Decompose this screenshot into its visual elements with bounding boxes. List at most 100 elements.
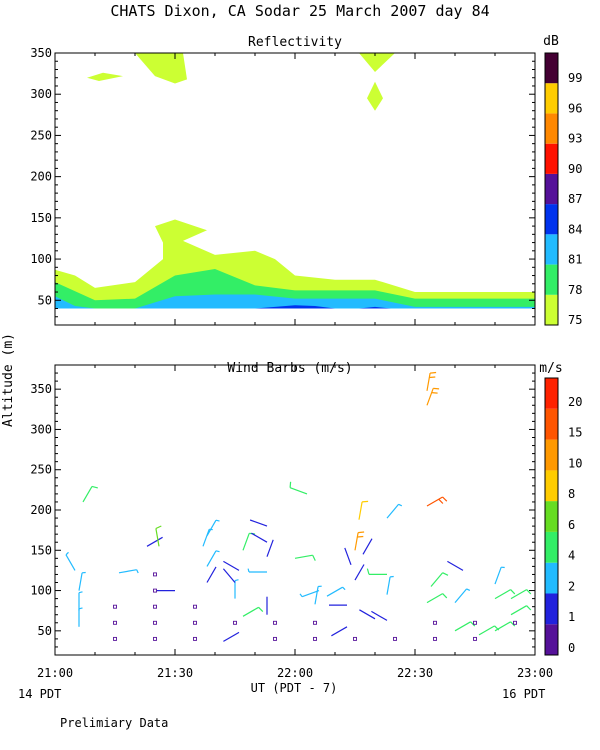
- calm-marker-18: [433, 636, 437, 641]
- x-note-right: 16 PDT: [502, 687, 545, 701]
- wind-barb-4: [82, 485, 98, 503]
- calm-marker-5: [153, 604, 157, 609]
- wind-y-tick-label: 300: [30, 422, 52, 436]
- wind-barb-33: [354, 531, 365, 551]
- wind-barb-28: [326, 586, 346, 597]
- x-note-left: 14 PDT: [18, 687, 61, 701]
- reflectivity-contour-5: [87, 72, 123, 81]
- wind-barb-17: [223, 560, 240, 571]
- refl-y-tick-label: 200: [30, 170, 52, 184]
- wind-colorbar-label: 2: [568, 579, 575, 593]
- wind-barb-13: [223, 631, 240, 642]
- wind-colorbar-swatch-8: [545, 378, 558, 409]
- refl-y-tick-label: 300: [30, 87, 52, 101]
- calm-marker-16: [353, 636, 357, 641]
- refl-colorbar-swatch-5: [545, 143, 558, 174]
- wind-barb-50: [494, 566, 505, 585]
- wind-barb-53: [510, 589, 532, 600]
- refl-colorbar-label: 99: [568, 71, 582, 85]
- wind-colorbar-unit: m/s: [539, 361, 562, 376]
- reflectivity-contour-6: [135, 53, 187, 84]
- calm-marker-8: [193, 636, 197, 641]
- wind-colorbar-label: 15: [568, 426, 582, 440]
- refl-colorbar-frame: [544, 52, 559, 326]
- wind-barb-5: [118, 569, 139, 574]
- calm-marker-2: [113, 604, 117, 609]
- wind-y-tick-label: 350: [30, 382, 52, 396]
- wind-barb-10: [206, 550, 220, 567]
- calm-marker-12: [273, 636, 277, 641]
- wind-barb-11: [202, 528, 213, 547]
- reflectivity-contour-2: [55, 294, 535, 309]
- refl-colorbar-swatch-3: [545, 204, 558, 235]
- refl-colorbar-label: 93: [568, 132, 582, 146]
- wind-barb-20: [247, 568, 267, 573]
- wind-barb-36: [359, 609, 376, 620]
- x-tick-label: 23:00: [517, 666, 553, 680]
- calm-marker-3: [153, 636, 157, 641]
- wind-colorbar-label: 20: [568, 395, 582, 409]
- wind-colorbar-label: 0: [568, 641, 575, 655]
- wind-barb-39: [366, 568, 387, 576]
- wind-barb-27: [299, 590, 320, 598]
- wind-barb-37: [371, 610, 388, 621]
- refl-chart-title: Reflectivity: [248, 35, 342, 50]
- wind-y-tick-label: 50: [38, 624, 52, 638]
- wind-barb-25: [289, 481, 308, 495]
- wind-barb-24: [294, 554, 316, 561]
- refl-colorbar-label: 81: [568, 253, 582, 267]
- refl-colorbar-swatch-7: [545, 83, 558, 114]
- wind-barb-1: [78, 591, 83, 611]
- wind-colorbar-swatch-2: [545, 562, 558, 594]
- wind-y-tick-label: 200: [30, 503, 52, 517]
- wind-colorbar-swatch-6: [545, 439, 558, 471]
- calm-marker-9: [193, 620, 197, 625]
- wind-barb-26: [314, 585, 322, 605]
- wind-colorbar-label: 10: [568, 456, 582, 470]
- wind-barb-48: [454, 621, 476, 632]
- footer-note: Prelimiary Data: [60, 716, 168, 730]
- wind-barb-7: [155, 525, 162, 547]
- calm-marker-6: [153, 588, 157, 593]
- refl-colorbar-swatch-8: [545, 53, 558, 84]
- wind-barb-29: [331, 626, 348, 637]
- wind-barb-54: [478, 625, 500, 636]
- refl-colorbar-swatch-2: [545, 234, 558, 265]
- wind-plot-frame: [54, 364, 536, 656]
- wind-y-tick-label: 150: [30, 543, 52, 557]
- wind-colorbar-frame: [544, 377, 559, 656]
- calm-marker-21: [473, 620, 477, 625]
- refl-colorbar-label: 78: [568, 283, 582, 297]
- wind-barb-35: [362, 538, 373, 555]
- calm-marker-22: [513, 620, 517, 625]
- wind-barb-40: [386, 503, 403, 519]
- wind-colorbar-label: 1: [568, 610, 575, 624]
- wind-barb-32: [344, 547, 352, 566]
- wind-barb-43: [426, 496, 448, 507]
- refl-colorbar-swatch-0: [545, 294, 558, 325]
- wind-barb-plot: [65, 371, 532, 642]
- reflectivity-contour-8: [367, 81, 383, 111]
- wind-barb-38: [386, 575, 394, 595]
- refl-colorbar-label: 90: [568, 162, 582, 176]
- refl-colorbar-label: 84: [568, 222, 582, 236]
- wind-colorbar-swatch-0: [545, 624, 558, 655]
- wind-barb-6: [146, 536, 163, 547]
- calm-marker-15: [313, 620, 317, 625]
- refl-colorbar-swatch-6: [545, 113, 558, 144]
- reflectivity-plot: [55, 53, 535, 309]
- refl-y-tick-label: 50: [38, 293, 52, 307]
- wind-barb-22: [251, 532, 268, 543]
- wind-barb-34: [358, 500, 369, 520]
- calm-marker-13: [273, 620, 277, 625]
- wind-barb-47: [447, 560, 464, 571]
- wind-barb-44: [426, 387, 440, 406]
- wind-barb-46: [454, 588, 471, 603]
- calm-marker-11: [233, 620, 237, 625]
- wind-chart-title: Wind Barbs (m/s): [227, 361, 352, 376]
- wind-y-tick-label: 100: [30, 584, 52, 598]
- wind-barb-18: [242, 532, 256, 551]
- y-axis-label: Altitude (m): [1, 333, 16, 427]
- wind-barb-49: [494, 589, 516, 600]
- axes: 5010015020025030035075788184879093969950…: [30, 46, 582, 680]
